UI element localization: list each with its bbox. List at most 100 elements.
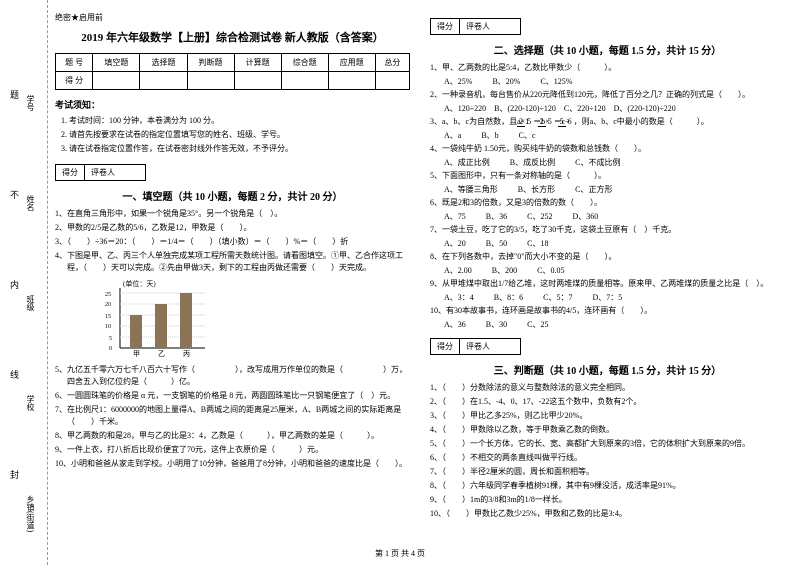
grader-label: 评卷人 [460,339,520,354]
chart-ylabel: (单位：天) [123,279,156,288]
th-calc: 计算题 [234,54,281,72]
table-row: 题 号 填空题 选择题 判断题 计算题 综合题 应用题 总分 [56,54,410,72]
q3-1: 1、（ ）分数除法的意义与整数除法的意义完全相同。 [430,382,785,394]
q2-6-opts: A、75B、36C、252D、360 [430,211,785,222]
th-app: 应用题 [328,54,375,72]
th-choice: 选择题 [140,54,187,72]
q3-10: 10、（ ）甲数比乙数少25%，甲数和乙数的比是3:4。 [430,508,785,520]
th-fill: 填空题 [93,54,140,72]
content-area: 绝密★启用前 2019 年六年级数学【上册】综合检测试卷 新人教版（含答案） 题… [55,12,785,522]
section3-title: 三、判断题（共 10 小题，每题 1.5 分，共计 15 分） [430,362,785,377]
notice-list: 考试时间：100 分钟，本卷满分为 100 分。 请首先按要求在试卷的指定位置填… [55,115,410,155]
exam-title: 2019 年六年级数学【上册】综合检测试卷 新人教版（含答案） [55,29,410,45]
td-score: 得 分 [56,72,93,90]
q2-2-opts: A、120÷220B、(220-120)÷120C、220÷120D、(220-… [430,103,785,114]
ytick: 10 [105,324,111,330]
score-label: 得分 [431,339,460,354]
q2-3: 3、a、b、c为自然数，且a×125＝b×25＝c÷56，则a、b、c中最小的数… [430,116,785,128]
binding-margin: 乡镇(街道) 学校 班级 姓名 学号 封 线 内 不 题 [0,0,48,565]
ytick: 15 [105,314,111,320]
q2-8: 8、在下列各数中，去掉"0"而大小不变的是（ ）。 [430,251,785,263]
th-comp: 综合题 [281,54,328,72]
section-score-box: 得分 评卷人 [430,338,521,355]
secret-label: 绝密★启用前 [55,12,410,23]
q3-2: 2、（ ）在1.5、-4、0、17、-22这五个数中，负数有2个。 [430,396,785,408]
bar-yi [155,304,167,348]
q3-8: 8、（ ）六年级同学春季植树91棵，其中有9棵没活，成活率是91%。 [430,480,785,492]
q1-3: 3、（ ）÷36＝20：（ ）＝1/4＝（ ）（填小数）＝（ ）%＝（ ）折 [55,236,410,248]
seal-mark-4: 不 [8,190,21,199]
th-judge: 判断题 [187,54,234,72]
ytick: 25 [105,292,111,298]
left-column: 绝密★启用前 2019 年六年级数学【上册】综合检测试卷 新人教版（含答案） 题… [55,12,410,522]
q3-3: 3、（ ）甲比乙多25%，则乙比甲少20%。 [430,410,785,422]
q3-7: 7、（ ）半径2厘米的圆，周长和面积相等。 [430,466,785,478]
score-label: 得分 [431,19,460,34]
notice-item: 请在试卷指定位置作答，在试卷密封线外作答无效，不予评分。 [69,143,410,154]
q3-9: 9、（ ）1m的3/8和3m的1/8一样长。 [430,494,785,506]
field-school: 学校 [25,395,36,411]
q1-2: 2、甲数的2/5是乙数的5/6，乙数是12，甲数是（ ）。 [55,222,410,234]
q2-5-opts: A、等腰三角形B、长方形C、正方形 [430,184,785,195]
q2-5: 5、下面图形中，只有一条对称轴的是（ ）。 [430,170,785,182]
q2-4-opts: A、成正比例B、成反比例C、不成比例 [430,157,785,168]
chart-svg: (单位：天) 25 20 15 10 5 0 甲 乙 丙 [95,278,215,358]
field-name: 姓名 [25,195,36,211]
field-id: 学号 [25,95,36,111]
q3-5: 5、（ ）一个长方体，它的长、宽、高都扩大到原来的3倍，它的体积扩大到原来的9倍… [430,438,785,450]
page-footer: 第 1 页 共 4 页 [0,548,800,559]
bar-jia [130,315,142,348]
notice-item: 考试时间：100 分钟，本卷满分为 100 分。 [69,115,410,126]
bar-chart: (单位：天) 25 20 15 10 5 0 甲 乙 丙 [95,278,410,360]
q1-4: 4、下图是甲、乙、丙三个人单独完成某项工程所需天数统计图。请看图填空。①甲、乙合… [55,250,410,274]
section-score-box: 得分 评卷人 [55,164,146,181]
table-row: 得 分 [56,72,410,90]
q1-7: 7、在比例尺1：6000000的地图上量得A、B两城之间的距离是25厘米，A、B… [55,404,410,428]
q1-6: 6、一圆圆珠笔的价格是 α 元，一支钢笔的价格是 8 元，两圆圆珠笔比一只钢笔便… [55,390,410,402]
q2-6: 6、既是2和3的倍数，又是3的倍数的数（ ）。 [430,197,785,209]
ytick: 0 [109,346,112,352]
q3-6: 6、（ ）不相交的两条直线叫做平行线。 [430,452,785,464]
th-total: 总分 [375,54,409,72]
q2-3-opts: A、aB、bC、c [430,130,785,141]
q2-9-opts: A、3：4B、8：6C、5：7D、7：5 [430,292,785,303]
q1-9: 9、一件上衣，打八折后比现价便宜了70元，这件上衣原价是（ ）元。 [55,444,410,456]
grader-label: 评卷人 [85,165,145,180]
th-num: 题 号 [56,54,93,72]
bar-label: 丙 [183,350,190,358]
q3-4: 4、（ ）甲数除以乙数，等于甲数乘乙数的倒数。 [430,424,785,436]
q2-10: 10、有30本故事书，连环画是故事书的4/5，连环画有（ ）。 [430,305,785,317]
section-score-box: 得分 评卷人 [430,18,521,35]
q1-5: 5、九亿五千零六万七千八百六十写作（ ），改写成用万作单位的数是（ ）万，四舍五… [55,364,410,388]
bar-label: 甲 [133,350,140,358]
q2-2: 2、一种录音机，每台售价从220元降低到120元，降低了百分之几？正确的列式是（… [430,89,785,101]
q1-1: 1、在直角三角形中，如果一个锐角是35°。另一个锐角是（ ）。 [55,208,410,220]
q1-8: 8、甲乙两数的和是28，甲与乙的比是3：4，乙数是（ ），甲乙两数的差是（ ）。 [55,430,410,442]
q2-8-opts: A、2.00B、200C、0.05 [430,265,785,276]
bar-label: 乙 [158,350,165,358]
q2-7-opts: A、20B、50C、18 [430,238,785,249]
q1-10: 10、小明和爸爸从家走到学校。小明用了10分钟，爸爸用了8分钟，小明和爸爸的速度… [55,458,410,470]
q2-1-opts: A、25%B、20%C、125% [430,76,785,87]
seal-mark-5: 题 [8,90,21,99]
seal-mark-3: 内 [8,280,21,289]
ytick: 5 [109,336,112,342]
section1-title: 一、填空题（共 10 小题，每题 2 分，共计 20 分） [55,188,410,203]
field-class: 班级 [25,295,36,311]
notice-title: 考试须知： [55,98,410,111]
right-column: 得分 评卷人 二、选择题（共 10 小题，每题 1.5 分，共计 15 分） 1… [430,12,785,522]
q2-9: 9、从甲堆煤中取出1/7给乙堆，这时两堆煤的质量相等。原来甲、乙两堆煤的质量之比… [430,278,785,290]
q2-10-opts: A、36B、30C、25 [430,319,785,330]
q2-7: 7、一袋土豆，吃了它的3/5，吃了30千克，这袋土豆原有（ ）千克。 [430,224,785,236]
field-township: 乡镇(街道) [25,495,36,532]
ytick: 20 [105,302,111,308]
notice-item: 请首先按要求在试卷的指定位置填写您的姓名、班级、学号。 [69,129,410,140]
score-label: 得分 [56,165,85,180]
grader-label: 评卷人 [460,19,520,34]
seal-mark-1: 封 [8,470,21,479]
seal-mark-2: 线 [8,370,21,379]
section2-title: 二、选择题（共 10 小题，每题 1.5 分，共计 15 分） [430,42,785,57]
q2-1: 1、甲、乙两数的比是5:4，乙数比甲数少（ ）。 [430,62,785,74]
score-table: 题 号 填空题 选择题 判断题 计算题 综合题 应用题 总分 得 分 [55,53,410,90]
q2-4: 4、一袋纯牛奶 1.50元，购买纯牛奶的袋数和总钱数（ ）。 [430,143,785,155]
